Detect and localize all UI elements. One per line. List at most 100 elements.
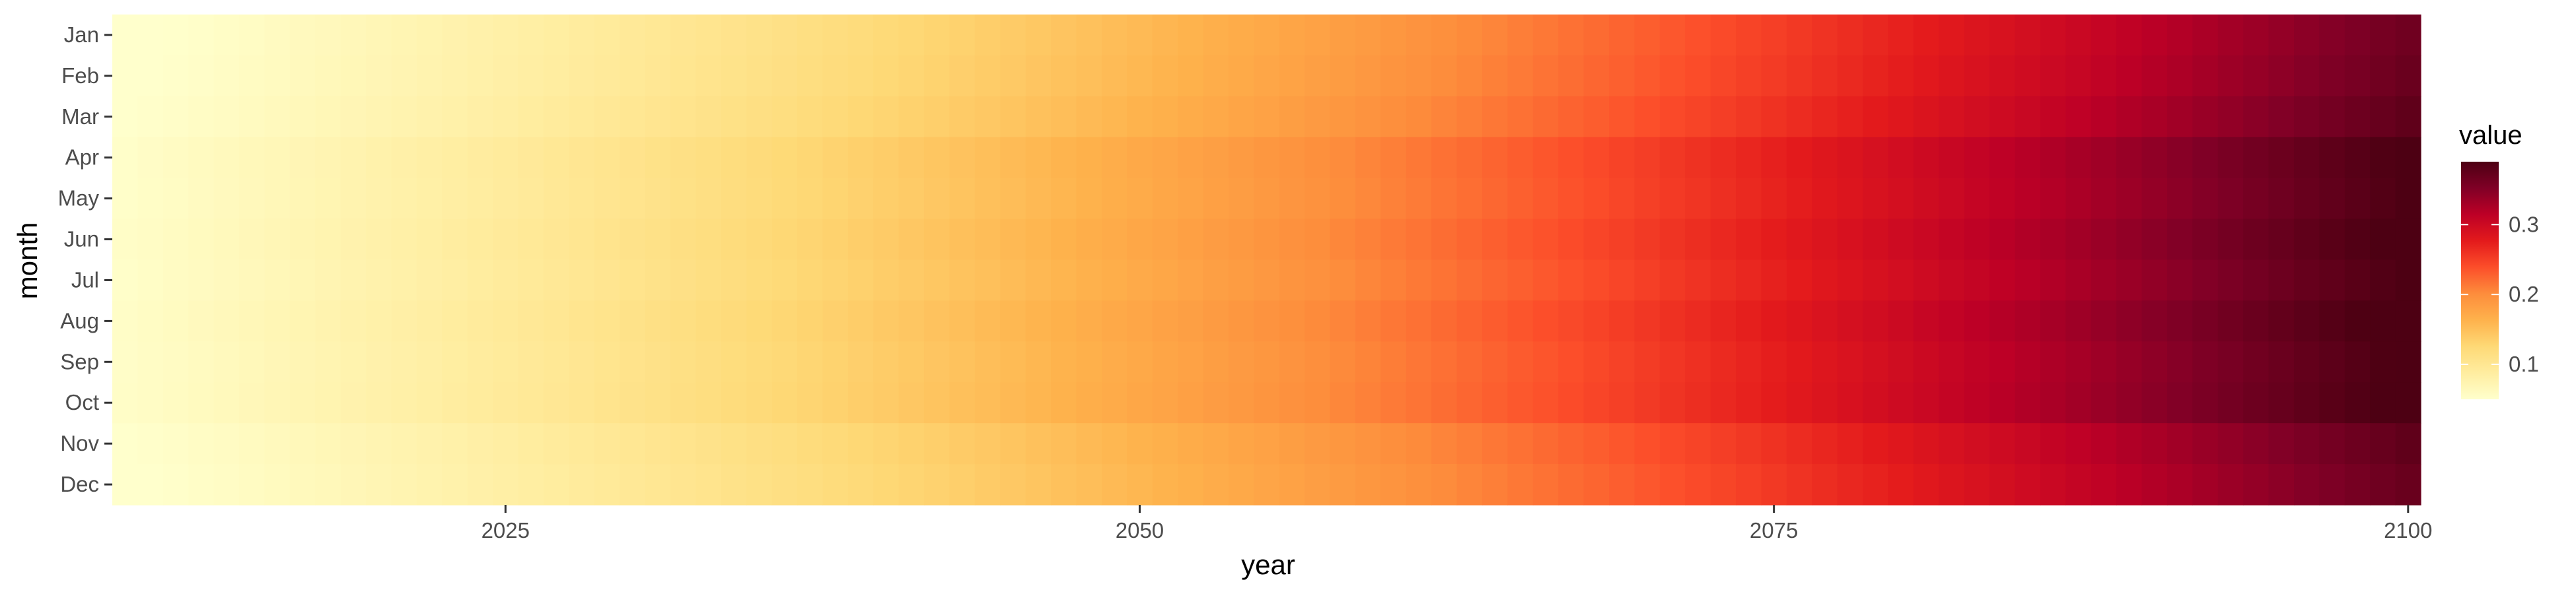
heatmap-cell [2319,55,2345,97]
heatmap-cell [1380,259,1407,302]
heatmap-cell [1837,96,1863,138]
heatmap-cell [1964,178,1990,220]
heatmap-cell [264,300,291,342]
heatmap-cell [1101,55,1127,97]
heatmap-cell [493,15,519,56]
heatmap-cell [2319,96,2345,138]
heatmap-cell [2217,259,2244,302]
heatmap-cell [746,96,773,138]
heatmap-cell [1786,382,1812,424]
heatmap-cell [974,423,1001,465]
heatmap-cell [949,218,976,261]
heatmap-cell [1025,55,1052,97]
heatmap-cell [620,218,646,261]
heatmap-cell [1279,137,1305,179]
heatmap-cell [315,300,341,342]
heatmap-cell [1939,96,1965,138]
heatmap-cell [239,178,266,220]
heatmap-cell [2141,423,2168,465]
heatmap-cell [1634,259,1661,302]
heatmap-cell [1761,382,1787,424]
heatmap-cell [416,300,443,342]
heatmap-cell [2040,259,2066,302]
heatmap-cell [2015,137,2041,179]
heatmap-cell [1863,259,1889,302]
heatmap-cell [2319,341,2345,383]
heatmap-cell [1355,300,1381,342]
heatmap-cell [1685,300,1711,342]
heatmap-cell [924,259,950,302]
heatmap-cell [442,382,468,424]
heatmap-cell [2015,55,2041,97]
heatmap-cell [2217,218,2244,261]
heatmap-cell [1178,218,1204,261]
heatmap-cell [2015,218,2041,261]
heatmap-cell [721,423,747,465]
heatmap-cell [898,15,925,56]
heatmap-cell [1254,55,1280,97]
heatmap-cell [1685,423,1711,465]
heatmap-cell [1254,423,1280,465]
heatmap-cell [239,15,266,56]
heatmap-cell [1939,55,1965,97]
heatmap-cell [1076,15,1102,56]
heatmap-cell [391,15,417,56]
heatmap-cell [2344,341,2371,383]
heatmap-cell [137,341,164,383]
legend-tick-label: 0.2 [2509,282,2539,306]
heatmap-cell [873,137,900,179]
heatmap-cell [924,218,950,261]
heatmap-cell [1076,137,1102,179]
heatmap-cell [873,341,900,383]
heatmap-cell [518,382,544,424]
x-tick-label-2025: 2025 [482,518,530,543]
heatmap-cell [366,423,392,465]
heatmap-cell [2166,96,2193,138]
heatmap-cell [949,259,976,302]
heatmap-cell [620,178,646,220]
heatmap-cell [2116,178,2143,220]
heatmap-cell [493,96,519,138]
heatmap-cell [2370,341,2396,383]
heatmap-cell [1482,15,1508,56]
heatmap-cell [1000,15,1026,56]
heatmap-cell [1152,423,1178,465]
heatmap-cell [1254,15,1280,56]
heatmap-cell [1939,15,1965,56]
heatmap-cell [670,218,696,261]
heatmap-cell [2116,341,2143,383]
heatmap-cell [822,96,849,138]
heatmap-cell [1025,259,1052,302]
heatmap-cell [1608,218,1635,261]
heatmap-cell [721,259,747,302]
heatmap-cell [1812,55,1838,97]
heatmap-cell [1507,96,1534,138]
heatmap-cell [2065,55,2092,97]
heatmap-cell [898,55,925,97]
heatmap-cell [949,464,976,506]
heatmap-cell [746,259,773,302]
heatmap-cell [797,96,823,138]
heatmap-cell [949,15,976,56]
heatmap-cell [670,137,696,179]
heatmap-cell [1000,259,1026,302]
heatmap-cell [467,55,493,97]
heatmap-cell [771,218,798,261]
heatmap-cell [1659,218,1686,261]
heatmap-cell [1178,137,1204,179]
heatmap-cell [1736,423,1762,465]
heatmap-cell [1431,178,1458,220]
heatmap-cell [1989,178,2016,220]
heatmap-cell [1761,423,1787,465]
heatmap-cell [924,382,950,424]
heatmap-cell [1025,137,1052,179]
heatmap-cell [2192,96,2219,138]
heatmap-cell [2040,464,2066,506]
heatmap-cell [1913,464,1939,506]
heatmap-cell [2243,382,2270,424]
heatmap-cell [1913,178,1939,220]
heatmap-cell [746,15,773,56]
heatmap-cell [594,137,620,179]
heatmap-cell [467,15,493,56]
heatmap-cell [2243,15,2270,56]
